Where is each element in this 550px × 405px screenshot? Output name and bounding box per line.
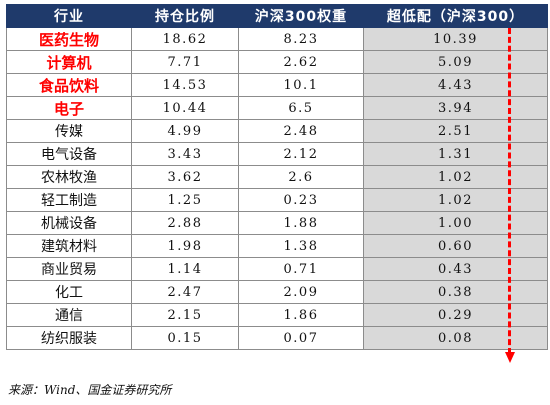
overweight-cell: 0.43 <box>363 257 548 281</box>
csi300-weight-cell: 6.5 <box>238 96 364 120</box>
industry-cell: 医药生物 <box>6 27 132 51</box>
holding-ratio-cell: 4.99 <box>131 119 239 143</box>
industry-cell: 计算机 <box>6 50 132 74</box>
header-industry: 行业 <box>6 4 132 28</box>
industry-cell: 电子 <box>6 96 132 120</box>
table-row: 医药生物 18.62 8.23 10.39 <box>6 27 548 51</box>
header-holding-ratio: 持仓比例 <box>131 4 239 28</box>
industry-cell: 农林牧渔 <box>6 165 132 189</box>
header-overweight: 超低配（沪深300） <box>363 4 548 28</box>
holding-ratio-cell: 14.53 <box>131 73 239 97</box>
industry-cell: 传媒 <box>6 119 132 143</box>
overweight-cell: 1.00 <box>363 211 548 235</box>
holding-ratio-cell: 3.62 <box>131 165 239 189</box>
holding-ratio-cell: 1.14 <box>131 257 239 281</box>
csi300-weight-cell: 2.48 <box>238 119 364 143</box>
overweight-cell: 10.39 <box>363 27 548 51</box>
overweight-cell: 2.51 <box>363 119 548 143</box>
overweight-cell: 1.02 <box>363 165 548 189</box>
table-row: 通信 2.15 1.86 0.29 <box>6 303 548 327</box>
holding-ratio-cell: 18.62 <box>131 27 239 51</box>
csi300-weight-cell: 2.09 <box>238 280 364 304</box>
arrow-down-icon <box>505 352 515 363</box>
arrow-dashed-line <box>508 28 511 354</box>
industry-cell: 机械设备 <box>6 211 132 235</box>
overweight-cell: 1.02 <box>363 188 548 212</box>
table-row: 传媒 4.99 2.48 2.51 <box>6 119 548 143</box>
overweight-cell: 3.94 <box>363 96 548 120</box>
industry-cell: 电气设备 <box>6 142 132 166</box>
table-row: 农林牧渔 3.62 2.6 1.02 <box>6 165 548 189</box>
holding-ratio-cell: 2.47 <box>131 280 239 304</box>
csi300-weight-cell: 1.86 <box>238 303 364 327</box>
csi300-weight-cell: 1.88 <box>238 211 364 235</box>
holding-ratio-cell: 7.71 <box>131 50 239 74</box>
overweight-cell: 1.31 <box>363 142 548 166</box>
industry-cell: 纺织服装 <box>6 326 132 350</box>
holding-ratio-cell: 2.88 <box>131 211 239 235</box>
industry-cell: 食品饮料 <box>6 73 132 97</box>
table-row: 计算机 7.71 2.62 5.09 <box>6 50 548 74</box>
overweight-cell: 0.08 <box>363 326 548 350</box>
industry-cell: 通信 <box>6 303 132 327</box>
table-row: 轻工制造 1.25 0.23 1.02 <box>6 188 548 212</box>
table-header-row: 行业 持仓比例 沪深300权重 超低配（沪深300） <box>6 4 548 28</box>
csi300-weight-cell: 0.71 <box>238 257 364 281</box>
industry-cell: 建筑材料 <box>6 234 132 258</box>
table-row: 建筑材料 1.98 1.38 0.60 <box>6 234 548 258</box>
industry-cell: 商业贸易 <box>6 257 132 281</box>
holdings-table-container: 行业 持仓比例 沪深300权重 超低配（沪深300） 医药生物 18.62 8.23… <box>6 4 548 350</box>
industry-cell: 轻工制造 <box>6 188 132 212</box>
holding-ratio-cell: 1.25 <box>131 188 239 212</box>
table-row: 纺织服装 0.15 0.07 0.08 <box>6 326 548 350</box>
csi300-weight-cell: 2.6 <box>238 165 364 189</box>
industry-cell: 化工 <box>6 280 132 304</box>
holding-ratio-cell: 10.44 <box>131 96 239 120</box>
overweight-cell: 0.29 <box>363 303 548 327</box>
descending-arrow <box>505 28 515 366</box>
csi300-weight-cell: 8.23 <box>238 27 364 51</box>
header-csi300-weight: 沪深300权重 <box>238 4 364 28</box>
overweight-cell: 4.43 <box>363 73 548 97</box>
table-row: 电子 10.44 6.5 3.94 <box>6 96 548 120</box>
holding-ratio-cell: 1.98 <box>131 234 239 258</box>
overweight-cell: 0.60 <box>363 234 548 258</box>
industry-overweight-table: 行业 持仓比例 沪深300权重 超低配（沪深300） 医药生物 18.62 8.23… <box>6 4 548 350</box>
holding-ratio-cell: 0.15 <box>131 326 239 350</box>
csi300-weight-cell: 0.07 <box>238 326 364 350</box>
holding-ratio-cell: 3.43 <box>131 142 239 166</box>
table-row: 食品饮料 14.53 10.1 4.43 <box>6 73 548 97</box>
overweight-cell: 0.38 <box>363 280 548 304</box>
csi300-weight-cell: 2.62 <box>238 50 364 74</box>
table-row: 化工 2.47 2.09 0.38 <box>6 280 548 304</box>
csi300-weight-cell: 10.1 <box>238 73 364 97</box>
csi300-weight-cell: 1.38 <box>238 234 364 258</box>
table-row: 电气设备 3.43 2.12 1.31 <box>6 142 548 166</box>
table-row: 商业贸易 1.14 0.71 0.43 <box>6 257 548 281</box>
table-row: 机械设备 2.88 1.88 1.00 <box>6 211 548 235</box>
csi300-weight-cell: 0.23 <box>238 188 364 212</box>
overweight-cell: 5.09 <box>363 50 548 74</box>
csi300-weight-cell: 2.12 <box>238 142 364 166</box>
holding-ratio-cell: 2.15 <box>131 303 239 327</box>
source-note: 来源：Wind、国金证券研究所 <box>8 383 172 397</box>
